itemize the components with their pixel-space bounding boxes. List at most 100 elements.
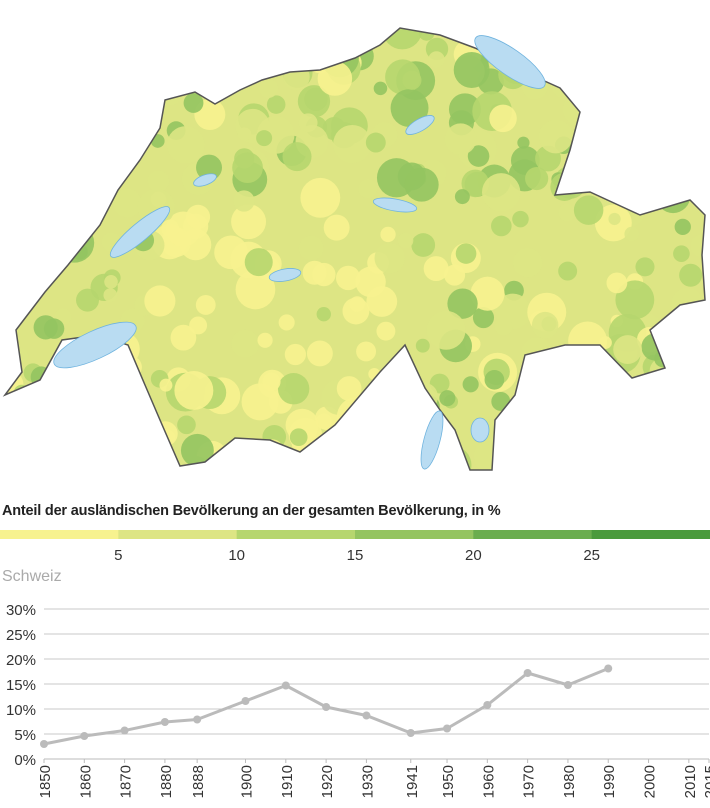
- x-tick-label: 2015: [702, 765, 710, 798]
- municipality-patch: [572, 359, 596, 383]
- municipality-patch: [537, 366, 561, 389]
- municipality-patch: [98, 163, 115, 179]
- data-point: [281, 681, 290, 690]
- municipality-patch: [518, 456, 553, 470]
- municipality-patch: [494, 28, 510, 34]
- legend-swatch: [473, 530, 593, 539]
- municipality-patch: [641, 333, 669, 361]
- municipality-patch: [262, 439, 284, 461]
- municipality-patch: [241, 383, 279, 421]
- municipality-patch: [453, 52, 490, 88]
- x-tick-label: 1900: [239, 765, 256, 798]
- municipality-patch: [606, 272, 628, 294]
- x-tick-label: 2000: [642, 765, 659, 798]
- municipality-patch: [77, 100, 92, 115]
- municipality-patch: [5, 412, 31, 444]
- data-point: [322, 703, 331, 711]
- switzerland-map: [2, 27, 706, 471]
- data-point: [523, 669, 532, 677]
- municipality-patch: [695, 141, 705, 163]
- municipality-patch: [112, 188, 142, 218]
- municipality-patch: [278, 38, 308, 67]
- municipality-patch: [103, 288, 118, 303]
- municipality-patch: [13, 44, 41, 72]
- lakes: [53, 35, 546, 470]
- municipality-patch: [283, 63, 310, 91]
- municipality-patch: [676, 416, 689, 429]
- municipality-patch: [365, 132, 386, 153]
- municipality-patch: [5, 395, 10, 413]
- municipality-patch: [19, 37, 46, 63]
- data-point: [483, 701, 492, 709]
- municipality-patch: [261, 48, 285, 72]
- municipality-patch: [109, 101, 131, 123]
- municipality-patch: [467, 145, 490, 167]
- municipality-patch: [117, 369, 143, 395]
- municipality-patch: [5, 75, 32, 104]
- municipality-patch: [609, 117, 626, 135]
- municipality-patch: [257, 332, 273, 348]
- municipality-patch: [482, 173, 521, 212]
- municipality-patch: [494, 317, 513, 336]
- data-point: [604, 664, 613, 673]
- municipality-patch: [491, 391, 511, 411]
- municipality-patch: [316, 460, 347, 470]
- municipality-patch: [203, 28, 229, 46]
- municipality-patch: [18, 255, 33, 269]
- municipality-patch: [170, 28, 202, 45]
- municipality-patch: [558, 204, 576, 222]
- municipality-patch: [678, 422, 696, 440]
- x-tick-label: 1930: [359, 765, 376, 798]
- municipality-patch: [84, 82, 101, 99]
- x-tick-label: 2010: [682, 765, 699, 798]
- municipality-patch: [470, 276, 505, 311]
- municipality-patch: [630, 375, 656, 401]
- legend-swatch: [236, 530, 356, 539]
- municipality-patch: [82, 38, 100, 56]
- municipality-patch: [514, 29, 530, 45]
- municipality-patch: [613, 335, 642, 364]
- municipality-patch: [649, 43, 685, 79]
- municipality-patch: [131, 454, 164, 470]
- legend-tick-label: 15: [347, 547, 364, 564]
- legend-title: Anteil der ausländischen Bevölkerung an …: [2, 503, 501, 519]
- municipality-patch: [300, 177, 341, 218]
- municipality-patch: [462, 376, 479, 393]
- municipality-patch: [621, 381, 641, 401]
- municipality-patch: [5, 113, 14, 136]
- data-point: [193, 715, 202, 724]
- municipality-patch: [82, 80, 112, 111]
- municipality-patch: [683, 51, 698, 66]
- municipality-patch: [520, 367, 546, 393]
- municipality-patch: [531, 311, 559, 339]
- municipality-patch: [581, 461, 615, 470]
- municipality-patch: [655, 457, 673, 470]
- municipality-patch: [284, 51, 301, 68]
- municipality-patch: [333, 124, 372, 164]
- municipality-patch: [74, 84, 113, 123]
- lake: [474, 35, 546, 89]
- municipality-patch: [382, 28, 423, 50]
- lake: [405, 115, 435, 135]
- legend-swatch: [118, 530, 238, 539]
- legend-swatch: [355, 530, 474, 539]
- municipality-patch: [582, 140, 610, 168]
- municipality-patch: [298, 113, 318, 133]
- municipality-patch: [110, 41, 146, 76]
- municipality-patch: [624, 226, 639, 242]
- municipality-patch: [356, 341, 377, 362]
- data-point: [362, 711, 371, 720]
- municipality-patch: [133, 80, 152, 98]
- municipality-patch: [517, 136, 530, 149]
- municipality-patch: [5, 44, 24, 84]
- municipality-patch: [616, 70, 635, 89]
- municipality-patch: [30, 141, 44, 156]
- legend-tick-label: 5: [114, 547, 122, 564]
- municipality-patch: [576, 394, 603, 421]
- municipality-patch: [77, 129, 92, 144]
- municipality-patch: [289, 428, 308, 447]
- data-point: [80, 732, 89, 740]
- municipality-patch: [323, 214, 350, 241]
- data-point: [40, 740, 48, 748]
- municipality-patch: [301, 445, 330, 470]
